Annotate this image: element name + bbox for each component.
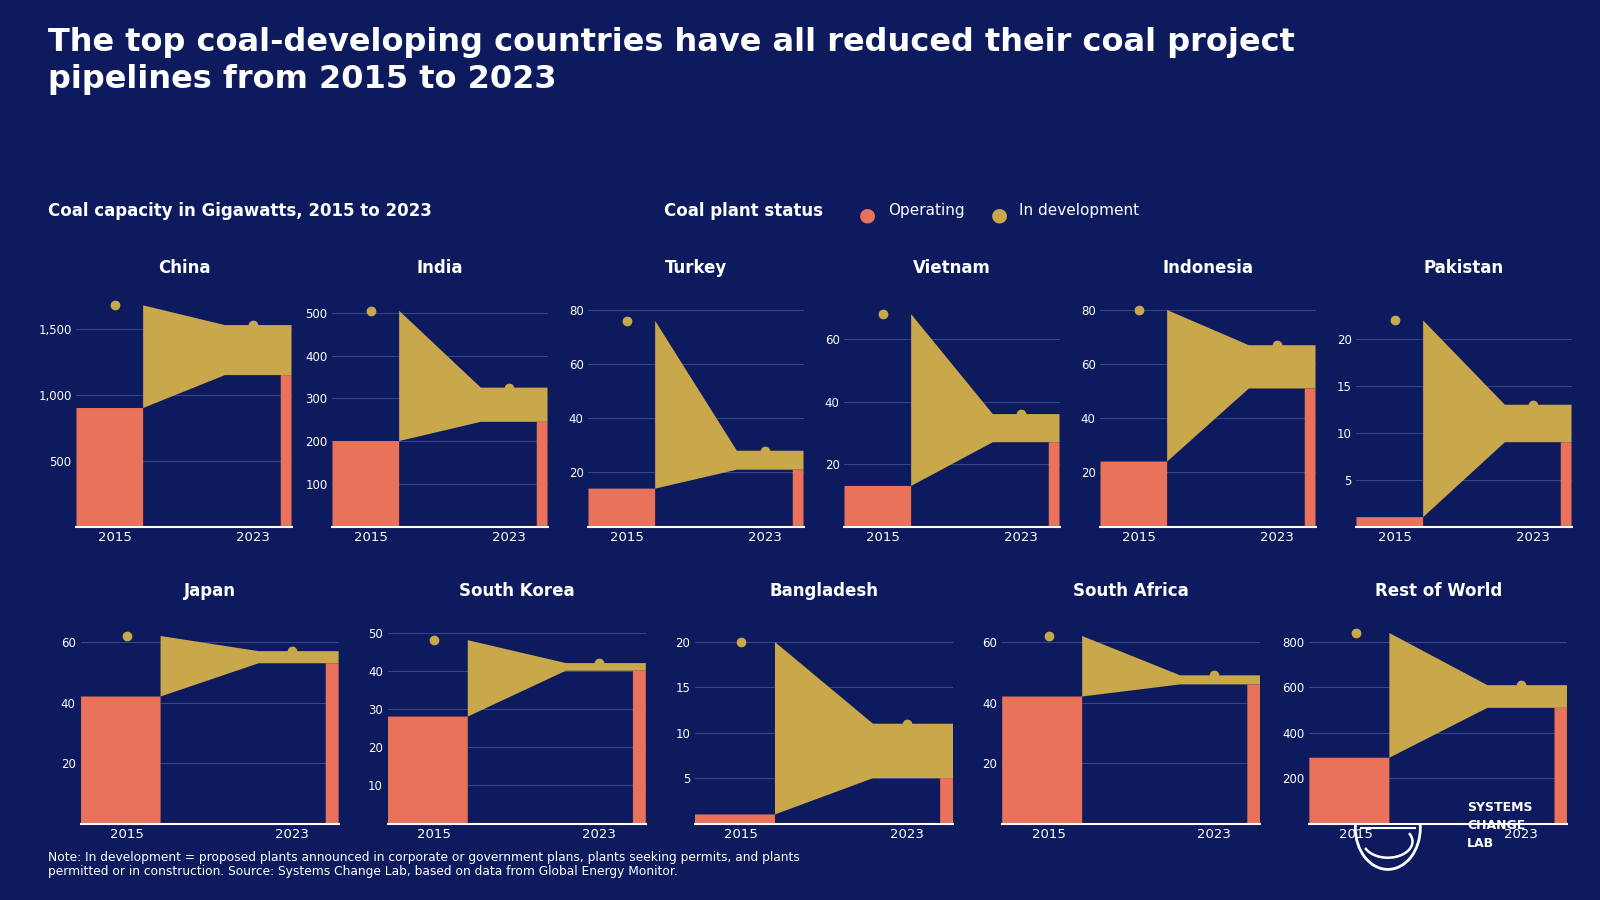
Title: Japan: Japan <box>184 582 235 600</box>
Polygon shape <box>1309 633 1568 758</box>
Title: South Korea: South Korea <box>459 582 574 600</box>
Polygon shape <box>80 663 339 824</box>
Text: ●: ● <box>859 205 877 224</box>
Polygon shape <box>387 670 646 824</box>
Polygon shape <box>694 642 954 814</box>
Polygon shape <box>1357 320 1571 518</box>
Polygon shape <box>845 314 1059 486</box>
Title: South Africa: South Africa <box>1074 582 1189 600</box>
Polygon shape <box>694 778 954 824</box>
Title: Vietnam: Vietnam <box>914 259 990 277</box>
Polygon shape <box>1002 684 1261 824</box>
Polygon shape <box>77 375 291 526</box>
Polygon shape <box>1101 310 1315 462</box>
Title: India: India <box>416 259 464 277</box>
Polygon shape <box>333 422 547 526</box>
Polygon shape <box>1309 707 1568 824</box>
Text: Note: In development = proposed plants announced in corporate or government plan: Note: In development = proposed plants a… <box>48 850 800 878</box>
Polygon shape <box>1101 389 1315 526</box>
Polygon shape <box>387 640 646 716</box>
Polygon shape <box>1357 442 1571 526</box>
Polygon shape <box>589 320 803 489</box>
Polygon shape <box>589 470 803 526</box>
Title: China: China <box>158 259 210 277</box>
Title: Bangladesh: Bangladesh <box>770 582 878 600</box>
Text: SYSTEMS
CHANGE
LAB: SYSTEMS CHANGE LAB <box>1467 801 1533 850</box>
Title: Turkey: Turkey <box>666 259 726 277</box>
Text: Operating: Operating <box>888 202 965 218</box>
Title: Rest of World: Rest of World <box>1374 582 1502 600</box>
Title: Indonesia: Indonesia <box>1163 259 1253 277</box>
Text: Coal plant status: Coal plant status <box>664 202 822 220</box>
Title: Pakistan: Pakistan <box>1424 259 1504 277</box>
Polygon shape <box>333 310 547 441</box>
Polygon shape <box>845 442 1059 526</box>
Text: In development: In development <box>1019 202 1139 218</box>
Polygon shape <box>80 636 339 697</box>
Text: ●: ● <box>990 205 1008 224</box>
Polygon shape <box>1002 636 1261 697</box>
Polygon shape <box>77 305 291 408</box>
Text: The top coal-developing countries have all reduced their coal project
pipelines : The top coal-developing countries have a… <box>48 27 1294 95</box>
Text: Coal capacity in Gigawatts, 2015 to 2023: Coal capacity in Gigawatts, 2015 to 2023 <box>48 202 432 220</box>
